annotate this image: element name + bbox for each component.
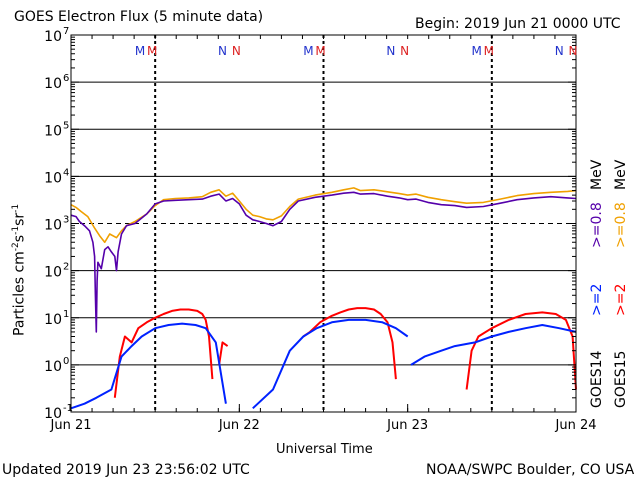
y-tick-label: 10 [44, 406, 62, 422]
y-tick-exponent: -1 [63, 403, 73, 414]
local-time-marker: M [303, 44, 313, 58]
series-goes14-0-8-mev [70, 191, 577, 333]
y-tick-exponent: 1 [63, 309, 69, 320]
local-time-marker: N [386, 44, 395, 58]
local-time-marker: N [400, 44, 409, 58]
y-tick-label: 10 [44, 218, 62, 234]
series-layer [70, 187, 577, 410]
legend-goes15-low: >=2 [613, 283, 629, 316]
y-axis-label: Particles cm-2s-1sr-1 [11, 203, 28, 336]
legend-goes15-high: >=0.8 [613, 202, 629, 248]
local-time-marker: N [218, 44, 227, 58]
local-time-marker: M [135, 44, 145, 58]
y-tick-label: 10 [44, 265, 62, 281]
legend-goes14-title: GOES14 [589, 350, 605, 408]
local-time-marker: N [232, 44, 241, 58]
local-time-marker: N [555, 44, 564, 58]
series-goes15-2-mev [218, 341, 229, 366]
series-goes15-0-8-mev [70, 187, 577, 244]
legend-unit-14: MeV [589, 159, 605, 190]
series-goes15-2-mev [113, 308, 214, 398]
local-time-marker: M [472, 44, 482, 58]
legend-unit-15: MeV [613, 159, 629, 190]
legend-goes14-high: >=0.8 [589, 202, 605, 248]
y-tick-exponent: 3 [63, 215, 69, 226]
y-tick-exponent: 7 [63, 26, 69, 37]
y-tick-exponent: 6 [63, 73, 69, 84]
legend-goes15-title: GOES15 [613, 350, 629, 408]
series-goes14-2-mev [410, 324, 577, 366]
local-time-marker: M [147, 44, 157, 58]
x-axis-label: Universal Time [276, 442, 373, 457]
updated-time: Updated 2019 Jun 23 23:56:02 UTC [2, 462, 250, 478]
x-tick-label: Jun 23 [386, 418, 428, 433]
legend-goes14-low: >=2 [589, 283, 605, 316]
y-tick-exponent: 0 [63, 356, 69, 367]
chart-title: GOES Electron Flux (5 minute data) [14, 9, 264, 25]
x-tick-label: Jun 24 [555, 418, 597, 433]
y-tick-label: 10 [44, 170, 62, 186]
grid-layer [71, 35, 576, 412]
series-goes14-2-mev [252, 318, 409, 410]
local-time-marker: N [569, 44, 578, 58]
y-tick-label: 10 [44, 312, 62, 328]
local-time-marker: M [315, 44, 325, 58]
credit: NOAA/SWPC Boulder, CO USA [426, 462, 635, 478]
y-tick-label: 10 [44, 29, 62, 45]
y-tick-label: 10 [44, 359, 62, 375]
local-time-marker: M [484, 44, 494, 58]
y-tick-exponent: 4 [63, 167, 69, 178]
y-tick-label: 10 [44, 76, 62, 92]
x-tick-label: Jun 21 [50, 418, 92, 433]
begin-time: Begin: 2019 Jun 21 0000 UTC [415, 16, 621, 32]
y-tick-exponent: 2 [63, 262, 69, 273]
y-tick-label: 10 [44, 123, 62, 139]
y-tick-exponent: 5 [63, 120, 69, 131]
series-goes14-2-mev [70, 322, 227, 410]
x-tick-label: Jun 22 [218, 418, 260, 433]
series-goes15-2-mev [465, 311, 577, 390]
series-goes15-2-mev [302, 307, 397, 380]
